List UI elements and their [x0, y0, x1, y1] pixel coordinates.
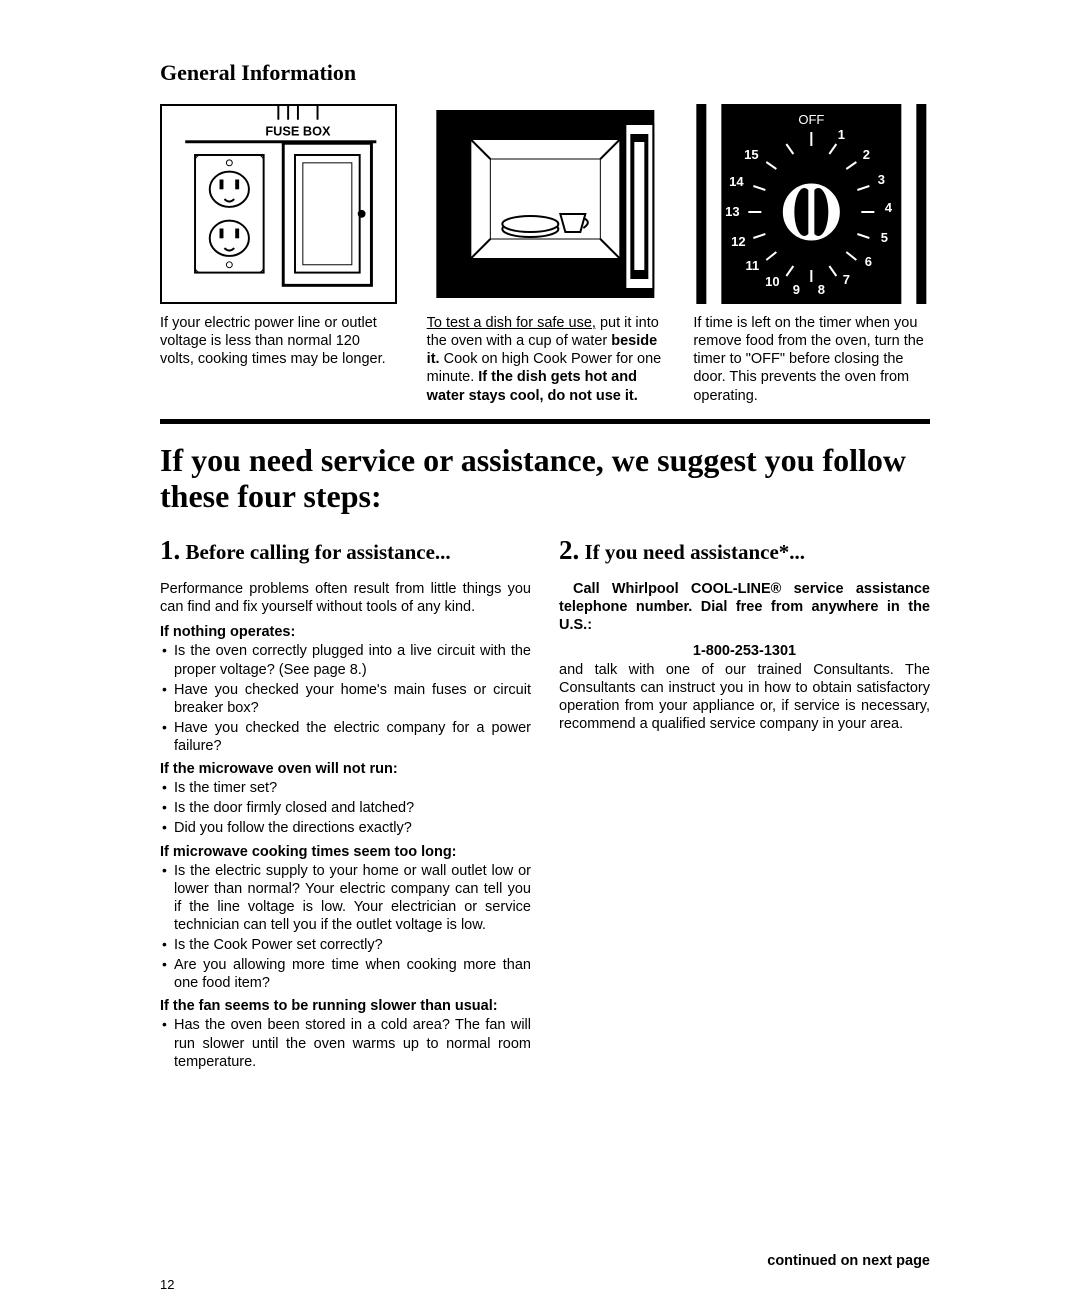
info-col-2: To test a dish for safe use, put it into…	[427, 104, 664, 405]
svg-text:3: 3	[878, 172, 885, 187]
continued-note: continued on next page	[559, 1253, 930, 1269]
svg-text:8: 8	[818, 282, 825, 297]
section-title: General Information	[160, 60, 930, 86]
dial-off-label: OFF	[799, 112, 825, 127]
fuse-box-label: FUSE BOX	[265, 123, 331, 138]
list-nothing-operates: Is the oven correctly plugged into a liv…	[160, 642, 531, 755]
caption-2-underline: To test a dish for safe use,	[427, 315, 596, 331]
sub-fan-slower: If the fan seems to be running slower th…	[160, 998, 531, 1014]
list-item: Did you follow the directions exactly?	[160, 819, 531, 837]
svg-text:5: 5	[881, 230, 888, 245]
fuse-box-illustration: FUSE BOX	[160, 104, 397, 304]
svg-text:2: 2	[863, 147, 870, 162]
main-title: If you need service or assistance, we su…	[160, 442, 930, 516]
info-col-1: FUSE BOX	[160, 104, 397, 405]
step-2-heading: 2. If you need assistance*...	[559, 535, 930, 566]
column-left: 1. Before calling for assistance... Perf…	[160, 535, 531, 1269]
info-illustration-row: FUSE BOX	[160, 104, 930, 405]
phone-number: 1-800-253-1301	[559, 643, 930, 659]
list-item: Have you checked your home's main fuses …	[160, 681, 531, 717]
microwave-illustration	[427, 104, 664, 304]
list-item: Are you allowing more time when cooking …	[160, 956, 531, 992]
svg-text:13: 13	[725, 204, 739, 219]
list-item: Is the door firmly closed and latched?	[160, 799, 531, 817]
list-item: Have you checked the electric company fo…	[160, 719, 531, 755]
page-number: 12	[160, 1277, 930, 1292]
caption-3: If time is left on the timer when you re…	[693, 314, 930, 405]
timer-dial-illustration: OFF 1 2 3 4 5 6 7 8 9 10 11 12 13 14	[693, 104, 930, 304]
list-times-too-long: Is the electric supply to your home or w…	[160, 862, 531, 993]
caption-2: To test a dish for safe use, put it into…	[427, 314, 664, 405]
sub-will-not-run: If the microwave oven will not run:	[160, 761, 531, 777]
sub-times-too-long: If microwave cooking times seem too long…	[160, 844, 531, 860]
step-1-heading: 1. Before calling for assistance...	[160, 535, 531, 566]
list-will-not-run: Is the timer set? Is the door firmly clo…	[160, 779, 531, 837]
svg-text:1: 1	[838, 127, 845, 142]
svg-text:6: 6	[865, 254, 872, 269]
svg-text:14: 14	[729, 174, 744, 189]
sub-nothing-operates: If nothing operates:	[160, 624, 531, 640]
column-right: 2. If you need assistance*... Call Whirl…	[559, 535, 930, 1269]
two-column-layout: 1. Before calling for assistance... Perf…	[160, 535, 930, 1269]
svg-text:15: 15	[744, 147, 758, 162]
info-col-3: OFF 1 2 3 4 5 6 7 8 9 10 11 12 13 14	[693, 104, 930, 405]
step-1-intro: Performance problems often result from l…	[160, 580, 531, 616]
svg-text:11: 11	[746, 258, 760, 273]
list-fan-slower: Has the oven been stored in a cold area?…	[160, 1016, 531, 1070]
step-2-body: and talk with one of our trained Consult…	[559, 661, 930, 734]
list-item: Has the oven been stored in a cold area?…	[160, 1016, 531, 1070]
list-item: Is the timer set?	[160, 779, 531, 797]
list-item: Is the Cook Power set correctly?	[160, 936, 531, 954]
list-item: Is the electric supply to your home or w…	[160, 862, 531, 935]
step-2-bold-intro: Call Whirlpool COOL-LINE® service assist…	[559, 580, 930, 634]
list-item: Is the oven correctly plugged into a liv…	[160, 642, 531, 678]
svg-text:9: 9	[793, 282, 800, 297]
caption-1: If your electric power line or outlet vo…	[160, 314, 397, 368]
svg-text:10: 10	[765, 274, 779, 289]
svg-text:4: 4	[885, 200, 893, 215]
section-divider	[160, 419, 930, 424]
svg-text:12: 12	[731, 234, 745, 249]
svg-text:7: 7	[843, 272, 850, 287]
